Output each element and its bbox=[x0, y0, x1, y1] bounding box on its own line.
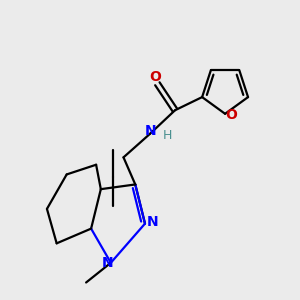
Text: N: N bbox=[145, 124, 157, 138]
Text: N: N bbox=[101, 256, 113, 270]
Text: H: H bbox=[162, 129, 172, 142]
Text: N: N bbox=[146, 215, 158, 229]
Text: O: O bbox=[226, 108, 238, 122]
Text: O: O bbox=[149, 70, 161, 84]
